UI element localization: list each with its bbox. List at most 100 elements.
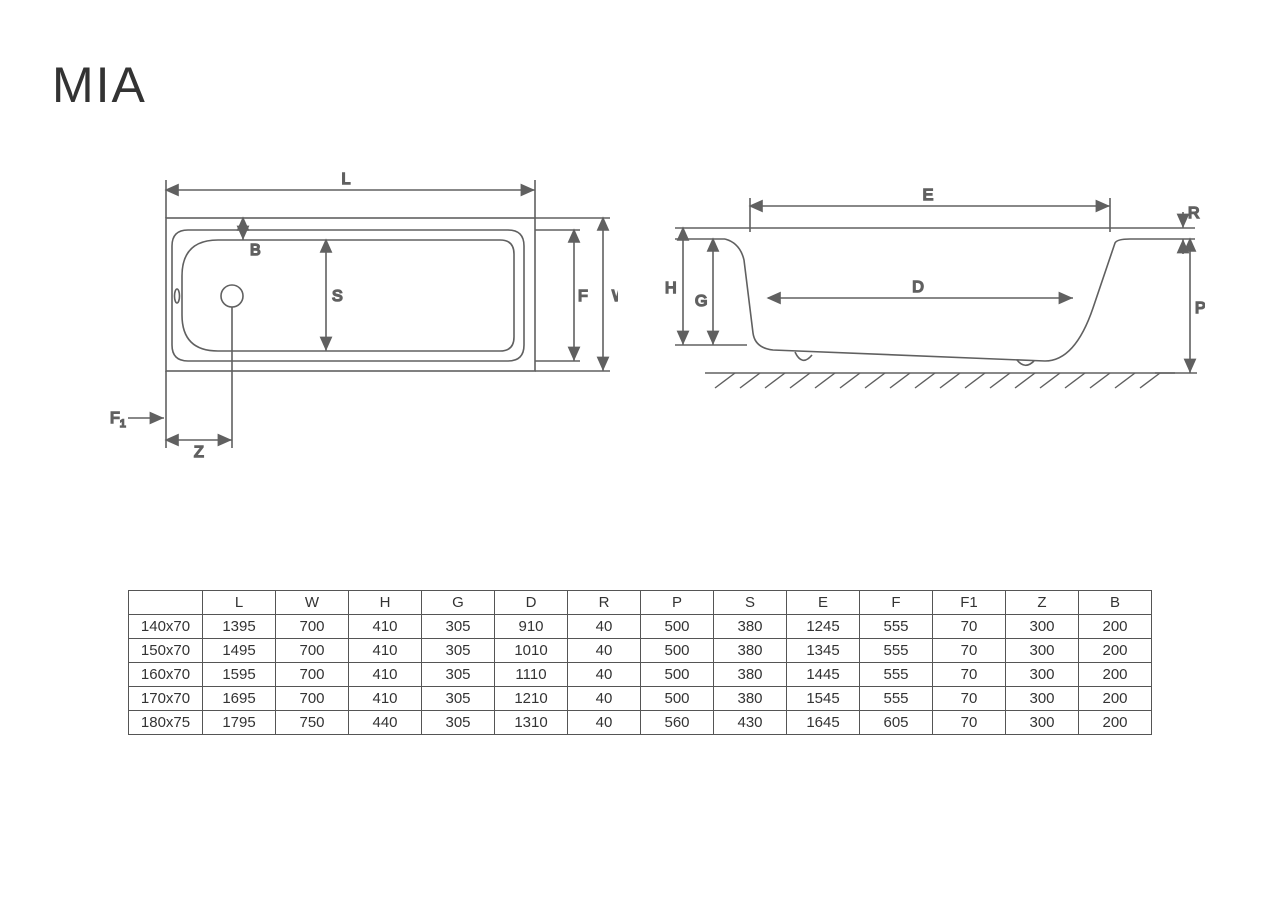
table-cell: 700 — [276, 687, 349, 711]
label-G: G — [695, 293, 707, 310]
table-header-G: G — [422, 591, 495, 615]
table-cell: 750 — [276, 711, 349, 735]
diagrams-container: L W — [50, 170, 1190, 470]
table-cell: 305 — [422, 711, 495, 735]
table-cell: 500 — [641, 615, 714, 639]
table-cell: 160x70 — [129, 663, 203, 687]
table-cell: 140x70 — [129, 615, 203, 639]
table-cell: 70 — [933, 615, 1006, 639]
table-header-L: L — [203, 591, 276, 615]
table-cell: 1210 — [495, 687, 568, 711]
table-cell: 1495 — [203, 639, 276, 663]
table-cell: 1345 — [787, 639, 860, 663]
table-row: 180x751795750440305131040560430164560570… — [129, 711, 1152, 735]
label-D: D — [912, 279, 924, 296]
dimensions-table: LWHGDRPSEFF1ZB 140x701395700410305910405… — [128, 590, 1152, 735]
table-cell: 700 — [276, 663, 349, 687]
table-cell: 700 — [276, 615, 349, 639]
table-header-E: E — [787, 591, 860, 615]
table-cell: 1695 — [203, 687, 276, 711]
label-S: S — [332, 288, 343, 305]
label-E: E — [923, 188, 934, 204]
table-header-model — [129, 591, 203, 615]
table-cell: 305 — [422, 615, 495, 639]
table-cell: 700 — [276, 639, 349, 663]
table-cell: 1110 — [495, 663, 568, 687]
table-header-S: S — [714, 591, 787, 615]
table-cell: 40 — [568, 615, 641, 639]
table-cell: 555 — [860, 639, 933, 663]
label-W: W — [612, 288, 618, 305]
table-cell: 305 — [422, 663, 495, 687]
table-cell: 40 — [568, 711, 641, 735]
table-cell: 40 — [568, 639, 641, 663]
label-F: F — [578, 288, 588, 305]
table-cell: 300 — [1006, 663, 1079, 687]
table-cell: 200 — [1079, 711, 1152, 735]
table-cell: 300 — [1006, 615, 1079, 639]
table-cell: 70 — [933, 687, 1006, 711]
table-header-R: R — [568, 591, 641, 615]
table-row: 150x701495700410305101040500380134555570… — [129, 639, 1152, 663]
table-cell: 410 — [349, 663, 422, 687]
table-header-W: W — [276, 591, 349, 615]
label-Z: Z — [194, 444, 204, 461]
table-cell: 555 — [860, 687, 933, 711]
table-cell: 555 — [860, 663, 933, 687]
diagram-top-view: L W — [108, 170, 618, 460]
label-R: R — [1188, 205, 1200, 222]
table-cell: 200 — [1079, 615, 1152, 639]
table-cell: 1310 — [495, 711, 568, 735]
table-cell: 40 — [568, 663, 641, 687]
table-header-H: H — [349, 591, 422, 615]
table-cell: 500 — [641, 639, 714, 663]
table-cell: 70 — [933, 639, 1006, 663]
table-cell: 180x75 — [129, 711, 203, 735]
table-cell: 1395 — [203, 615, 276, 639]
table-cell: 500 — [641, 663, 714, 687]
table-header-F: F — [860, 591, 933, 615]
table-cell: 380 — [714, 639, 787, 663]
table-cell: 910 — [495, 615, 568, 639]
label-F1: F1 — [110, 410, 126, 430]
table-header-Z: Z — [1006, 591, 1079, 615]
table-row: 160x701595700410305111040500380144555570… — [129, 663, 1152, 687]
table-cell: 410 — [349, 639, 422, 663]
table-cell: 380 — [714, 663, 787, 687]
table-row: 140x701395700410305910405003801245555703… — [129, 615, 1152, 639]
table-cell: 440 — [349, 711, 422, 735]
table-cell: 200 — [1079, 663, 1152, 687]
diagram-side-view: E R — [635, 188, 1205, 438]
table-cell: 70 — [933, 663, 1006, 687]
table-cell: 200 — [1079, 639, 1152, 663]
table-cell: 1245 — [787, 615, 860, 639]
table-cell: 70 — [933, 711, 1006, 735]
table-cell: 560 — [641, 711, 714, 735]
table-cell: 410 — [349, 687, 422, 711]
table-row: 170x701695700410305121040500380154555570… — [129, 687, 1152, 711]
table-cell: 300 — [1006, 687, 1079, 711]
label-L: L — [342, 171, 351, 188]
table-cell: 430 — [714, 711, 787, 735]
label-B: B — [250, 242, 261, 259]
label-H: H — [665, 280, 677, 297]
table-cell: 500 — [641, 687, 714, 711]
table-cell: 1445 — [787, 663, 860, 687]
table-cell: 40 — [568, 687, 641, 711]
table-header-P: P — [641, 591, 714, 615]
table-cell: 305 — [422, 687, 495, 711]
table-cell: 605 — [860, 711, 933, 735]
table-cell: 300 — [1006, 639, 1079, 663]
table-header-F1: F1 — [933, 591, 1006, 615]
label-P: P — [1195, 300, 1205, 317]
table-cell: 200 — [1079, 687, 1152, 711]
table-cell: 300 — [1006, 711, 1079, 735]
table-cell: 380 — [714, 615, 787, 639]
table-cell: 1595 — [203, 663, 276, 687]
page-title: MIA — [52, 56, 147, 114]
table-cell: 555 — [860, 615, 933, 639]
table-header-D: D — [495, 591, 568, 615]
table-header-B: B — [1079, 591, 1152, 615]
table-cell: 305 — [422, 639, 495, 663]
table-cell: 150x70 — [129, 639, 203, 663]
